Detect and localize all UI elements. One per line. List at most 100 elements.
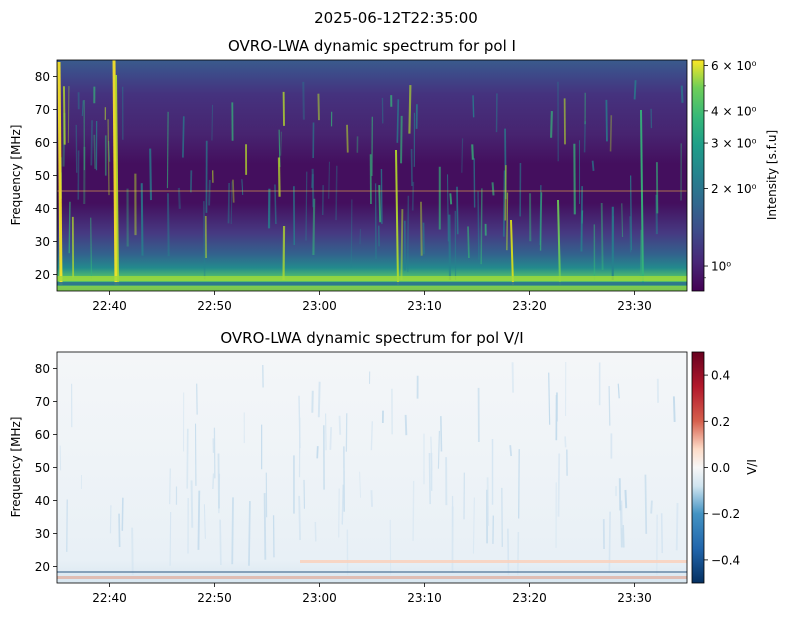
burst-streak: [209, 180, 210, 206]
x-tick-label-pol-vi: 23:30: [617, 591, 652, 605]
burst-streak: [94, 135, 95, 169]
colorbar-tick-label-pol-i: 10⁰: [711, 260, 731, 274]
vi-streak: [609, 386, 610, 426]
burst-streak: [168, 193, 169, 256]
low-band-edge-strip: [57, 286, 687, 291]
burst-streak: [641, 230, 642, 280]
burst-streak: [91, 218, 92, 279]
x-tick-label-pol-vi: 22:40: [92, 591, 127, 605]
burst-streak: [582, 211, 583, 252]
x-tick-label-pol-vi: 23:20: [512, 591, 547, 605]
vi-streak: [651, 501, 652, 514]
vi-streak: [662, 513, 663, 553]
burst-streak: [622, 203, 623, 237]
x-tick-label-pol-i: 22:50: [197, 299, 232, 313]
vi-streak: [371, 421, 372, 450]
spectrogram-pol-vi-background: [57, 352, 687, 583]
colorbar-intensity-label: Intensity [s.f.u]: [765, 130, 779, 220]
vi-streak: [319, 382, 320, 418]
burst-streak: [401, 116, 402, 163]
burst-streak: [682, 86, 683, 103]
vi-streak: [674, 396, 675, 422]
vi-streak: [430, 453, 431, 504]
vi-streak: [299, 496, 300, 540]
burst-streak: [462, 138, 463, 172]
y-tick-label-pol-i: 30: [35, 235, 50, 249]
vi-streak: [513, 362, 514, 392]
burst-streak: [493, 182, 494, 195]
burst-streak: [231, 181, 232, 224]
colorbar-vi-label: V/I: [745, 459, 759, 475]
y-tick-label-pol-i: 60: [35, 136, 50, 150]
chart-title-pol-vi: OVRO-LWA dynamic spectrum for pol V/I: [220, 329, 523, 347]
vi-streak: [623, 525, 624, 548]
burst-streak: [611, 115, 612, 151]
burst-streak: [281, 132, 282, 156]
vi-streak: [232, 497, 233, 564]
vi-low-band-dark-strip: [57, 571, 687, 573]
burst-streak: [551, 111, 552, 138]
burst-streak: [68, 86, 69, 143]
figure-suptitle: 2025-06-12T22:35:00: [314, 9, 478, 27]
x-tick-label-pol-vi: 22:50: [197, 591, 232, 605]
vi-streak: [565, 436, 566, 447]
colorbar-tick-label-pol-i: 3 × 10⁰: [711, 137, 757, 151]
burst-streak: [69, 202, 70, 253]
y-tick-label-pol-vi: 60: [35, 428, 50, 442]
low-band-dark-strip: [57, 282, 687, 285]
burst-streak: [91, 120, 92, 165]
x-tick-label-pol-i: 23:10: [407, 299, 442, 313]
vi-streak: [170, 469, 171, 505]
burst-streak: [507, 193, 508, 251]
vi-streak: [510, 445, 511, 456]
burst-streak: [313, 169, 314, 207]
colorbar-tick-label-pol-i: 4 × 10⁰: [711, 104, 757, 118]
y-tick-label-pol-i: 40: [35, 202, 50, 216]
burst-streak: [108, 119, 109, 195]
y-tick-label-pol-vi: 50: [35, 461, 50, 475]
y-tick-label-pol-vi: 80: [35, 362, 50, 376]
vi-streak: [187, 429, 188, 489]
burst-streak: [150, 149, 151, 201]
burst-streak: [284, 226, 285, 280]
x-tick-label-pol-i: 23:30: [617, 299, 652, 313]
vi-streak: [330, 427, 331, 450]
colorbar-tick-label-pol-vi: 0.4: [711, 369, 730, 383]
burst-streak: [329, 162, 330, 199]
vi-streak: [413, 481, 414, 541]
burst-streak: [635, 80, 636, 99]
vi-streak: [340, 416, 341, 435]
vi-streak: [119, 514, 120, 547]
y-tick-label-pol-i: 70: [35, 103, 50, 117]
colorbar-vi: [692, 352, 704, 583]
colorbar-vi-ticks: 0.40.20.0−0.2−0.4: [704, 369, 740, 568]
spectrogram-pol-i: [57, 60, 687, 291]
vi-low-band-red-strip: [57, 576, 687, 579]
burst-streak: [306, 172, 307, 241]
vi-streak: [132, 528, 133, 575]
y-tick-label-pol-i: 50: [35, 169, 50, 183]
y-tick-label-pol-vi: 20: [35, 560, 50, 574]
y-axis-label-pol-i: Frequency [MHz]: [9, 125, 23, 226]
burst-streak: [408, 196, 409, 272]
burst-streak: [412, 149, 413, 186]
vi-streak: [192, 480, 193, 527]
vi-streak: [342, 485, 343, 525]
y-tick-label-pol-vi: 40: [35, 494, 50, 508]
vi-streak: [218, 453, 219, 508]
burst-streak: [505, 165, 506, 220]
burst-streak: [478, 191, 479, 259]
colorbar-intensity: [692, 60, 704, 291]
vi-streak: [488, 477, 489, 525]
vi-streak: [220, 520, 221, 565]
burst-streak: [602, 203, 603, 270]
burst-streak: [449, 215, 450, 280]
colorbar-tick-label-pol-vi: 0.2: [711, 415, 730, 429]
burst-streak: [631, 176, 632, 251]
burst-streak: [351, 199, 352, 267]
low-band-bright-strip: [57, 276, 687, 281]
colorbar-tick-label-pol-vi: 0.0: [711, 461, 730, 475]
colorbar-tick-label-pol-i: 6 × 10⁰: [711, 59, 757, 73]
